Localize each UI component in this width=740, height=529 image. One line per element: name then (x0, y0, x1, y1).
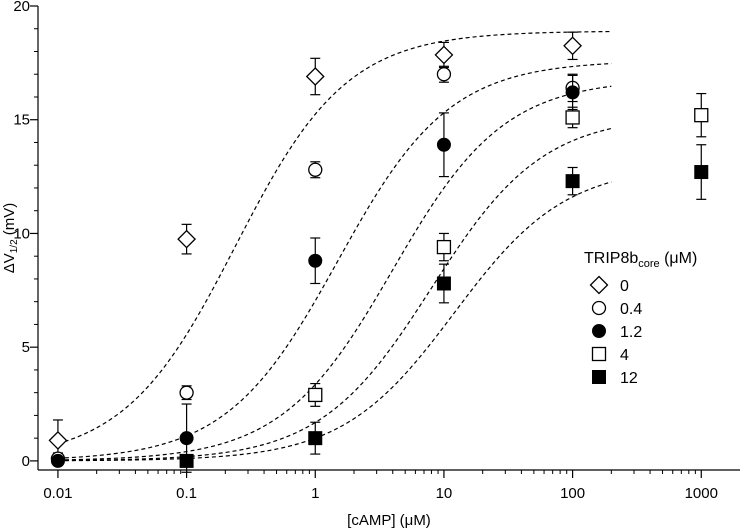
data-point-12 (179, 453, 194, 468)
x-tick-label: 0.1 (176, 485, 197, 502)
legend-title-rest: (μM) (660, 250, 698, 267)
x-tick-label: 0.01 (43, 485, 72, 502)
data-point-0.4 (308, 162, 323, 177)
data-point-1.2 (436, 137, 451, 152)
data-point-12 (308, 431, 323, 446)
data-point-12 (565, 174, 580, 189)
series-0 (48, 31, 583, 462)
legend-label-12: 12 (620, 370, 638, 387)
legend-marker-0.4 (591, 300, 607, 316)
data-point-4 (308, 387, 323, 403)
y-axis-title-base: ΔV (1, 253, 18, 273)
data-point-1.2 (565, 85, 580, 100)
data-point-1.2 (308, 253, 323, 268)
data-point-0 (305, 67, 325, 86)
fit-curve-0.4 (57, 62, 612, 459)
y-ticks: 0 5 10 15 20 (13, 0, 38, 470)
fit-curve-0 (57, 30, 612, 445)
x-tick-label: 1000 (685, 485, 718, 502)
data-point-1.2 (179, 431, 194, 446)
data-point-0 (563, 36, 583, 56)
y-tick-label: 15 (13, 112, 30, 129)
series-1.2 (50, 74, 580, 473)
legend-marker-12 (592, 370, 606, 384)
legend-label-4: 4 (620, 347, 629, 364)
data-point-0.4 (179, 385, 194, 400)
data-point-0 (177, 229, 197, 249)
fit-curve-4 (57, 127, 612, 462)
legend-marker-0 (589, 275, 609, 295)
data-point-4 (436, 239, 452, 255)
x-tick-label: 1 (311, 485, 319, 502)
legend-label-0: 0 (620, 278, 629, 295)
data-point-12 (694, 165, 709, 180)
data-points (48, 31, 709, 473)
data-point-0.4 (436, 67, 452, 82)
data-point-4 (694, 108, 709, 123)
data-point-1.2 (50, 453, 65, 468)
legend-title-sub: core (638, 258, 659, 270)
axes (37, 6, 740, 471)
x-axis-title: [cAMP] (μM) (347, 512, 431, 529)
x-tick-label: 100 (560, 485, 585, 502)
y-axis-title-sub: 1/2 (9, 239, 20, 253)
legend: TRIP8bcore (μM) 0 0.4 1.2 4 12 (584, 250, 697, 387)
fit-curves (57, 30, 612, 462)
fit-curve-12 (57, 181, 612, 462)
y-axis-title: ΔV1/2 (mV) (1, 203, 20, 274)
y-tick-label: 0 (22, 453, 30, 470)
y-tick-label: 20 (13, 0, 30, 15)
y-tick-label: 10 (13, 225, 30, 242)
series-4 (308, 92, 709, 407)
y-axis-title-rest: (mV) (1, 203, 18, 240)
data-point-12 (436, 276, 451, 291)
data-point-4 (565, 110, 580, 125)
series-12 (179, 144, 709, 468)
legend-label-0.4: 0.4 (620, 301, 642, 318)
fit-curve-1.2 (57, 85, 612, 461)
x-ticks: 0.01 0.1 1 10 100 1000 (43, 470, 718, 502)
legend-marker-4 (591, 346, 607, 362)
data-point-0 (434, 45, 454, 65)
legend-label-1.2: 1.2 (620, 324, 642, 341)
x-tick-label: 10 (436, 485, 453, 502)
legend-title-base: TRIP8b (584, 250, 638, 267)
legend-marker-1.2 (592, 324, 606, 338)
y-tick-label: 5 (22, 339, 30, 356)
data-point-0 (48, 431, 68, 450)
legend-title: TRIP8bcore (μM) (584, 250, 697, 270)
